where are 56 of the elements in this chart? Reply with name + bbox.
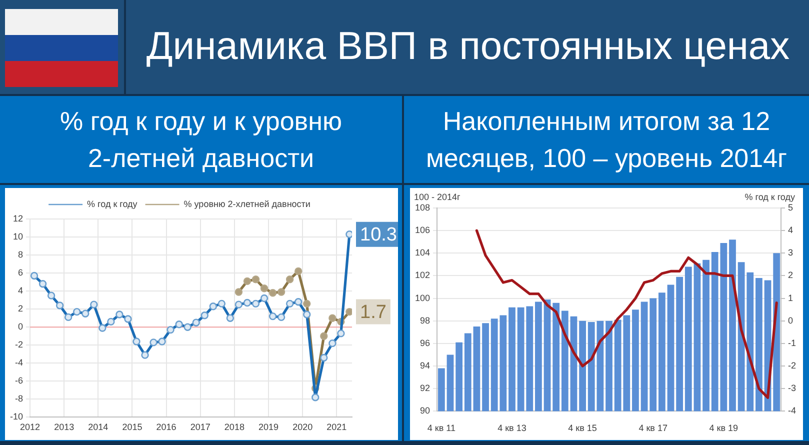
x-tick-label: 2021 bbox=[326, 422, 347, 432]
y2-tick-label: 0 bbox=[788, 315, 794, 326]
y2-tick-label: 5 bbox=[788, 202, 794, 212]
x-tick-label: 2019 bbox=[258, 422, 279, 432]
y-tick-label: 106 bbox=[414, 225, 430, 236]
x-tick-label: 4 кв 17 bbox=[638, 423, 668, 434]
y-tick-label: 104 bbox=[414, 248, 430, 258]
data-label: 10.3 bbox=[360, 224, 397, 246]
x-tick-label: 4 кв 15 bbox=[568, 423, 597, 434]
y2-tick-label: 1 bbox=[788, 292, 794, 303]
y-tick-label: 4 bbox=[18, 286, 24, 296]
chart-subtitle: Накопленным итогом за 12 месяцев, 100 – уровень 2014г bbox=[424, 105, 788, 174]
y-tick-label: -4 bbox=[14, 358, 24, 368]
x-tick-label: 4 кв 13 bbox=[498, 423, 526, 434]
y-tick-label: 8 bbox=[18, 250, 24, 260]
chart-subtitle: % год к году и к уровню 2-летней давности bbox=[59, 105, 343, 174]
x-tick-label: 2018 bbox=[224, 422, 244, 432]
y2-tick-label: -1 bbox=[788, 338, 796, 348]
x-tick-label: 2015 bbox=[122, 422, 142, 432]
x-tick-label: 2014 bbox=[88, 422, 108, 432]
y2-tick-label: -2 bbox=[788, 360, 796, 371]
y-tick-label: -2 bbox=[14, 340, 24, 350]
y2-axis-title: % год к году bbox=[744, 192, 795, 202]
y2-tick-label: -3 bbox=[788, 383, 796, 394]
y2-tick-label: -4 bbox=[788, 406, 796, 416]
text: Динамика ВВП в постоянных ценах bbox=[145, 24, 791, 70]
x-tick-label: 2020 bbox=[292, 422, 313, 432]
y-tick-label: -6 bbox=[14, 376, 24, 386]
y-tick-label: 100 bbox=[414, 292, 430, 303]
y-tick-label: -8 bbox=[14, 394, 24, 404]
y2-tick-label: 2 bbox=[788, 270, 794, 280]
x-tick-label: 4 кв 11 bbox=[427, 423, 456, 434]
y-tick-label: 90 bbox=[420, 406, 430, 416]
x-tick-label: 2016 bbox=[156, 422, 176, 432]
y-tick-label: 102 bbox=[414, 270, 430, 280]
legend-label: % год к году bbox=[87, 198, 138, 209]
x-tick-label: 2013 bbox=[54, 422, 74, 432]
data-label: 1.7 bbox=[360, 302, 386, 324]
y2-tick-label: 3 bbox=[788, 248, 794, 258]
y-tick-label: 2 bbox=[18, 304, 24, 314]
x-tick-label: 4 кв 19 bbox=[709, 423, 738, 434]
y-tick-label: 10 bbox=[12, 232, 24, 242]
legend-label: % уровню 2-хлетней давности bbox=[184, 198, 310, 209]
y2-tick-label: 4 bbox=[788, 225, 794, 236]
y-tick-label: 92 bbox=[420, 383, 430, 394]
x-tick-label: 2017 bbox=[190, 422, 210, 432]
y-tick-label: 6 bbox=[18, 268, 24, 278]
y-tick-label: 12 bbox=[12, 213, 24, 224]
y-axis-title: 100 - 2014г bbox=[414, 192, 460, 202]
y-tick-label: 108 bbox=[414, 202, 430, 212]
y-tick-label: 98 bbox=[420, 315, 430, 326]
x-tick-label: 2012 bbox=[20, 422, 40, 432]
y-tick-label: 94 bbox=[420, 360, 430, 371]
y-tick-label: 96 bbox=[420, 338, 430, 348]
y-tick-label: -10 bbox=[10, 412, 24, 422]
y-tick-label: 0 bbox=[18, 322, 24, 332]
